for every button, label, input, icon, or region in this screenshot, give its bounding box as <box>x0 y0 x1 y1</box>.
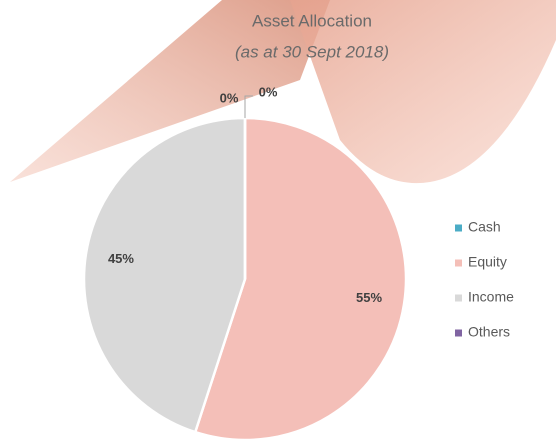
data-label: 55% <box>356 290 382 305</box>
data-label: 45% <box>108 251 134 266</box>
legend-swatch <box>455 294 462 302</box>
data-label: 0% <box>220 90 239 105</box>
legend-label: Income <box>468 289 514 305</box>
legend-label: Cash <box>468 219 501 235</box>
chart-subtitle: (as at 30 Sept 2018) <box>235 42 389 61</box>
data-label: 0% <box>259 84 278 99</box>
background-shape <box>10 0 330 182</box>
background-shape <box>290 0 556 184</box>
pie-slice <box>82 116 247 434</box>
legend-swatch <box>455 259 462 267</box>
legend-swatch <box>455 329 462 337</box>
pie-slice <box>193 116 408 439</box>
legend-swatch <box>455 224 462 232</box>
legend-label: Equity <box>468 254 507 270</box>
leader-line <box>244 95 253 118</box>
chart-title: Asset Allocation <box>252 11 372 30</box>
legend-label: Others <box>468 324 510 340</box>
